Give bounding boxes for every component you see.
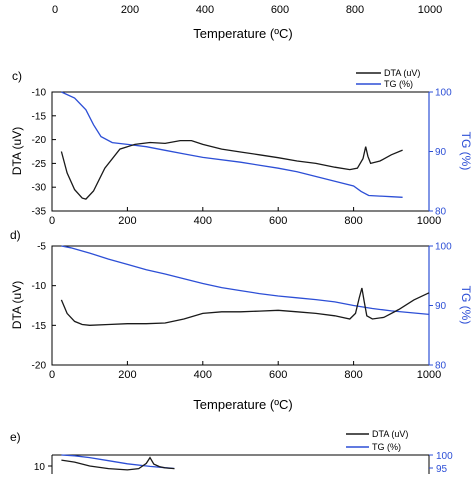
panel-e-dta-line <box>61 456 175 471</box>
x-tick-label: 1000 <box>417 215 441 227</box>
top-tick-label: 600 <box>271 4 289 16</box>
x-tick-label: 400 <box>194 215 212 227</box>
x-tick-label: 200 <box>118 369 136 381</box>
panel-e-right-tick-label: 95 <box>436 464 448 474</box>
x-tick-label: 200 <box>118 215 136 227</box>
panel-c-dta-line <box>60 139 403 200</box>
panel-e-right-tick-label: 100 <box>436 451 453 462</box>
y-right-tick-label: 80 <box>435 207 447 218</box>
panel-c-label: c) <box>12 69 22 83</box>
top-xlabel: Temperature (ºC) <box>193 26 292 41</box>
top-tick-label: 1000 <box>418 4 442 16</box>
panel-e: e) DTA (uV) TG (%) 10 100 95 <box>10 429 453 475</box>
y-left-tick-label: -10 <box>32 281 47 292</box>
legend-dta-label: DTA (uV) <box>384 68 420 78</box>
y-right-tick-label: 90 <box>435 147 447 158</box>
x-tick-label: 600 <box>269 369 287 381</box>
panel-e-legend: DTA (uV) TG (%) <box>346 429 408 452</box>
panel-d-xlabel: Temperature (ºC) <box>193 397 292 412</box>
x-tick-label: 400 <box>194 369 212 381</box>
x-tick-label: 0 <box>49 369 55 381</box>
legend-dta-label: DTA (uV) <box>372 429 408 439</box>
legend-tg-label: TG (%) <box>384 79 413 89</box>
panel-e-left-tick-label: 10 <box>34 462 46 473</box>
panel-d-ylabel-right: TG (%) <box>459 286 473 325</box>
y-left-tick-label: -35 <box>32 207 47 218</box>
x-tick-label: 1000 <box>417 369 441 381</box>
panel-c-legend: DTA (uV) TG (%) <box>356 68 420 89</box>
top-tick-label: 0 <box>52 4 58 16</box>
x-tick-label: 800 <box>344 369 362 381</box>
y-right-tick-label: 80 <box>435 361 447 372</box>
panel-d: d) 0 200 400 600 800 1000 -5 -10 -15 -20 100 90 80… <box>10 228 473 412</box>
top-tick-label: 800 <box>346 4 364 16</box>
panel-c-x-ticks: 0 200 400 600 800 1000 <box>49 207 441 227</box>
y-left-tick-label: -15 <box>32 111 47 122</box>
top-fragment: 0 200 400 600 800 1000 Temperature (ºC) <box>52 4 442 41</box>
y-left-tick-label: -15 <box>32 321 47 332</box>
top-tick-label: 200 <box>121 4 139 16</box>
panel-e-label: e) <box>10 430 21 444</box>
panel-d-x-ticks: 0 200 400 600 800 1000 <box>49 361 441 381</box>
panel-d-left-ticks: -5 -10 -15 -20 <box>32 242 56 372</box>
x-tick-label: 600 <box>269 215 287 227</box>
y-left-tick-label: -10 <box>32 88 47 99</box>
top-tick-label: 400 <box>196 4 214 16</box>
panel-c-right-ticks: 100 90 80 <box>428 88 452 218</box>
y-right-tick-label: 100 <box>435 242 452 253</box>
panel-c-ylabel-left: DTA (uV) <box>10 127 24 175</box>
panel-d-tg-line <box>61 245 430 316</box>
x-tick-label: 0 <box>49 215 55 227</box>
panel-c-ylabel-right: TG (%) <box>459 132 473 171</box>
panel-c-tg-line <box>61 91 403 198</box>
y-left-tick-label: -30 <box>32 183 47 194</box>
legend-tg-label: TG (%) <box>372 442 401 452</box>
x-tick-label: 800 <box>344 215 362 227</box>
y-right-tick-label: 100 <box>435 88 452 99</box>
panel-c: c) 0 200 400 600 800 1000 -10-15-20-25-30-35 … <box>10 68 473 227</box>
panel-d-plot-frame <box>51 245 430 366</box>
panel-d-right-ticks: 100 90 80 <box>428 242 452 372</box>
y-left-tick-label: -20 <box>32 135 47 146</box>
y-right-tick-label: 90 <box>435 301 447 312</box>
panel-d-dta-line <box>60 287 430 326</box>
panel-c-left-ticks: -10 -15 -20 -25 -30 -35 <box>32 88 56 218</box>
panel-d-ylabel-left: DTA (uV) <box>10 281 24 329</box>
y-left-tick-label: -5 <box>37 242 46 253</box>
panel-d-label: d) <box>10 228 21 242</box>
y-left-tick-label: -25 <box>32 159 47 170</box>
y-left-tick-label: -20 <box>32 361 47 372</box>
